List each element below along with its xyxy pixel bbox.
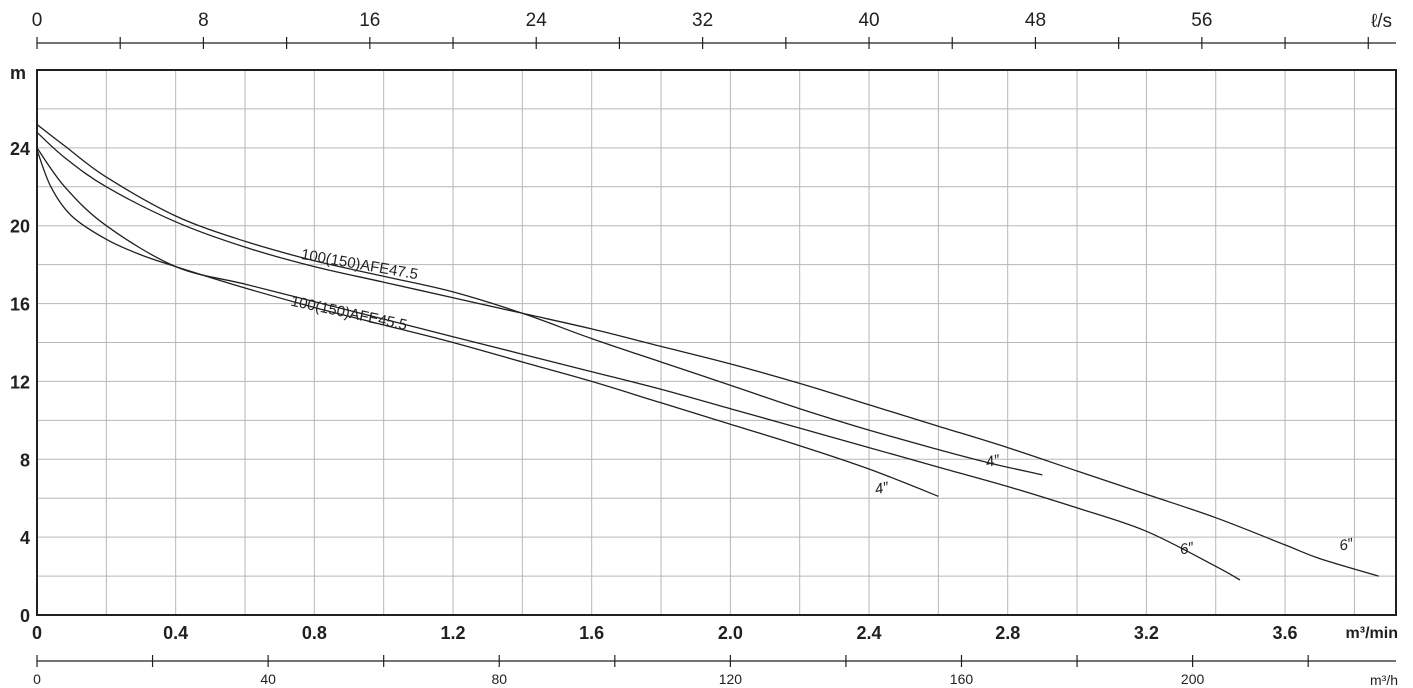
curves [36, 123, 1379, 581]
curve-label: 6″ [1178, 539, 1196, 559]
y-axis: m 0 4 8 12 16 20 24 [10, 63, 30, 626]
x-tick-label: 0 [32, 623, 42, 643]
bottom-axis: m³/h 0 40 80 120 160 200 [33, 655, 1398, 688]
top-tick-label: 48 [1025, 10, 1046, 31]
top-tick-label: 16 [359, 10, 380, 31]
top-tick-label: 0 [32, 10, 43, 31]
head-curve [36, 131, 1379, 577]
y-tick-label: 8 [20, 450, 30, 470]
curve-label: 4″ [873, 479, 891, 499]
curve-label: 100(150)AFE47.5 [300, 246, 420, 283]
head-curve [36, 149, 939, 497]
bottom-tick-label: 40 [260, 671, 276, 687]
top-tick-label: 40 [858, 10, 879, 31]
head-curve [36, 147, 1241, 581]
top-tick-label: 32 [692, 10, 713, 31]
x-tick-label: 2.8 [995, 623, 1020, 643]
y-tick-label: 4 [20, 528, 30, 548]
curve-labels: 100(150)AFE47.5 100(150)AFE45.5 4″ 4″ 6″ 6″ [289, 246, 1355, 559]
y-tick-label: 16 [10, 295, 30, 315]
top-axis: ℓ/s 0 8 16 24 32 40 48 56 [32, 10, 1396, 49]
x-tick-label: 3.2 [1134, 623, 1159, 643]
top-axis-unit: ℓ/s [1371, 11, 1392, 32]
bottom-tick-label: 200 [1181, 671, 1205, 687]
plot-frame [36, 69, 1397, 616]
x-tick-label: 0.8 [302, 623, 327, 643]
bottom-axis-unit: m³/h [1370, 672, 1398, 688]
head-curve [36, 123, 1043, 476]
y-tick-label: 24 [10, 139, 30, 159]
bottom-tick-label: 80 [491, 671, 507, 687]
x-axis-unit: m³/min [1346, 625, 1398, 642]
x-tick-label: 0.4 [163, 623, 188, 643]
bottom-tick-label: 0 [33, 671, 41, 687]
y-tick-label: 20 [10, 217, 30, 237]
bottom-tick-label: 160 [950, 671, 974, 687]
x-tick-label: 1.6 [579, 623, 604, 643]
y-tick-label: 0 [20, 606, 30, 626]
x-tick-label: 3.6 [1273, 623, 1298, 643]
curve-label: 4″ [984, 451, 1002, 471]
top-tick-label: 56 [1191, 10, 1212, 31]
x-axis: m³/min 0 0.4 0.8 1.2 1.6 2.0 2.4 2.8 3.2 3.6 [32, 623, 1398, 643]
y-axis-unit: m [10, 63, 26, 83]
bottom-tick-label: 120 [719, 671, 743, 687]
x-tick-label: 1.2 [441, 623, 466, 643]
x-tick-label: 2.0 [718, 623, 743, 643]
curve-label: 6″ [1338, 535, 1356, 555]
top-tick-label: 24 [526, 10, 548, 31]
top-tick-label: 8 [198, 10, 209, 31]
grid [37, 70, 1396, 615]
x-tick-label: 2.4 [857, 623, 882, 643]
y-tick-label: 12 [10, 372, 30, 392]
curve-label: 100(150)AFE45.5 [289, 293, 408, 334]
